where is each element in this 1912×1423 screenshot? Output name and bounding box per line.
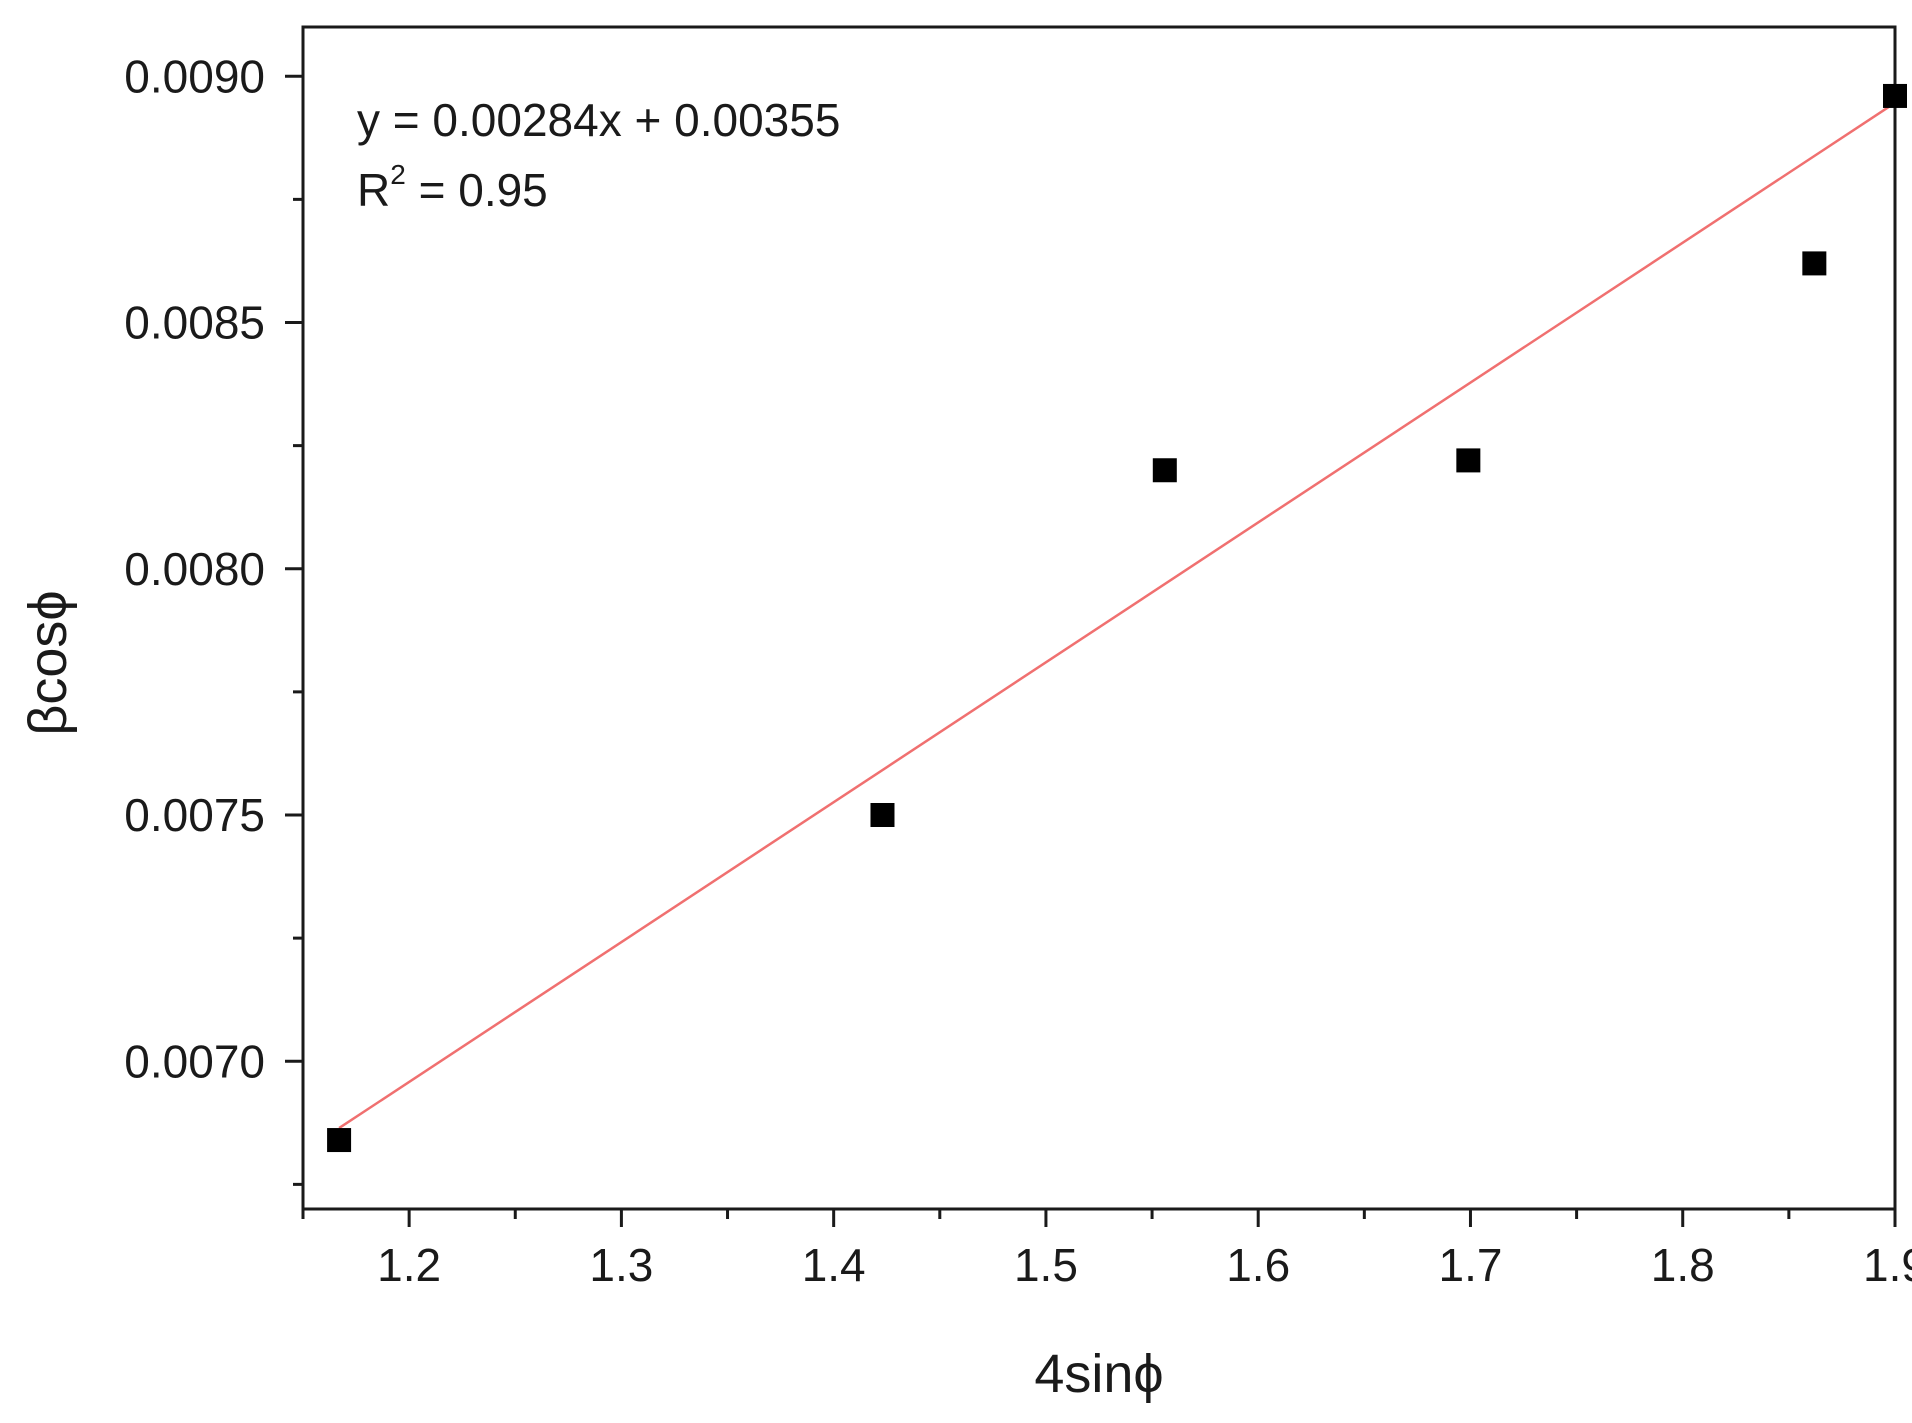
y-tick-label: 0.0085: [124, 297, 265, 349]
r-squared-superscript: 2: [390, 159, 406, 190]
data-points: [327, 83, 1907, 1153]
r-squared-annotation: R2 = 0.95: [357, 159, 548, 216]
equation-annotation: y = 0.00284x + 0.00355: [357, 94, 840, 146]
y-axis-title: βcosϕ: [18, 590, 78, 735]
y-axis-tick-labels: 0.0070 0.0075 0.0080 0.0085 0.0090: [124, 50, 265, 1087]
data-point: [1802, 251, 1827, 276]
x-tick-label: 1.3: [589, 1239, 653, 1291]
x-axis-ticks: [301, 1209, 1897, 1227]
data-point: [1883, 83, 1907, 108]
data-point: [327, 1128, 352, 1153]
data-point: [1152, 458, 1177, 483]
y-tick-label: 0.0090: [124, 50, 265, 102]
data-point: [870, 803, 895, 827]
data-point: [1456, 448, 1481, 473]
x-tick-label: 1.2: [377, 1239, 441, 1291]
x-tick-label: 1.6: [1226, 1239, 1290, 1291]
y-tick-label: 0.0075: [124, 789, 265, 841]
x-tick-label: 1.7: [1438, 1239, 1502, 1291]
fit-line: [338, 101, 1896, 1130]
y-axis-ticks: [285, 74, 303, 1186]
y-tick-label: 0.0070: [124, 1035, 265, 1087]
x-tick-label: 1.8: [1651, 1239, 1715, 1291]
x-tick-label: 1.9: [1863, 1239, 1912, 1291]
x-axis-tick-labels: 1.2 1.3 1.4 1.5 1.6 1.7 1.8 1.9: [377, 1239, 1912, 1291]
plot-area-frame: [301, 25, 1897, 1211]
x-tick-label: 1.5: [1014, 1239, 1078, 1291]
x-axis-title: 4sinϕ: [1034, 1344, 1163, 1404]
r-squared-value: = 0.95: [406, 164, 548, 216]
y-tick-label: 0.0080: [124, 543, 265, 595]
r-squared-prefix: R: [357, 164, 390, 216]
x-tick-label: 1.4: [802, 1239, 866, 1291]
